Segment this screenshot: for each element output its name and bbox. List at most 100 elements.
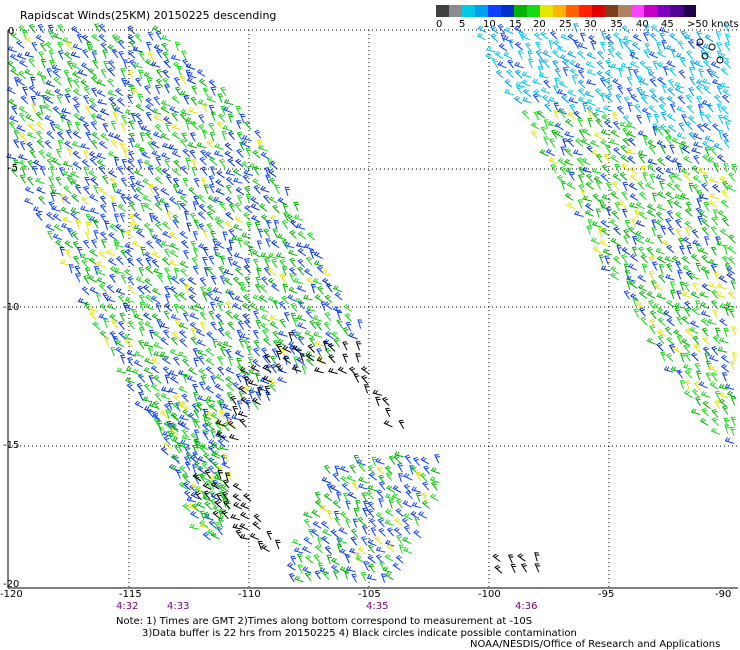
wind-barb bbox=[370, 527, 377, 537]
wind-barb bbox=[336, 319, 343, 329]
wind-barb bbox=[381, 396, 390, 406]
wind-barb bbox=[627, 137, 636, 147]
wind-barb bbox=[199, 277, 207, 287]
wind-barb bbox=[193, 177, 200, 188]
wind-barb bbox=[8, 121, 16, 131]
wind-barb bbox=[174, 86, 182, 96]
wind-barb bbox=[211, 441, 220, 451]
wind-barb bbox=[355, 555, 365, 564]
wind-barb bbox=[339, 548, 349, 557]
wind-barb bbox=[173, 159, 182, 169]
wind-barb bbox=[640, 95, 648, 105]
wind-barb bbox=[646, 113, 652, 123]
wind-barb bbox=[393, 517, 403, 526]
wind-barb bbox=[701, 99, 712, 107]
wind-barb bbox=[655, 219, 665, 228]
wind-barb bbox=[709, 176, 719, 183]
wind-barb bbox=[62, 36, 72, 44]
wind-barb bbox=[72, 43, 83, 50]
wind-barb bbox=[144, 405, 154, 413]
wind-barb bbox=[82, 185, 90, 195]
wind-barb bbox=[208, 255, 215, 265]
wind-barb bbox=[413, 529, 422, 539]
wind-barb bbox=[243, 212, 251, 222]
wind-barb bbox=[40, 75, 47, 85]
wind-barb bbox=[85, 221, 91, 232]
wind-barb bbox=[124, 242, 134, 250]
wind-barb bbox=[577, 79, 586, 89]
wind-barb bbox=[530, 121, 540, 130]
wind-barb bbox=[290, 302, 298, 312]
wind-barb bbox=[210, 499, 217, 509]
wind-barb bbox=[27, 122, 36, 132]
wind-barb bbox=[243, 186, 251, 196]
wind-barb bbox=[635, 219, 645, 227]
wind-barb bbox=[144, 131, 153, 141]
wind-barb bbox=[212, 238, 218, 248]
wind-barb bbox=[60, 206, 70, 214]
wind-barb bbox=[395, 554, 404, 564]
wind-barb bbox=[629, 51, 639, 60]
wind-barb bbox=[216, 355, 224, 366]
wind-barb bbox=[562, 138, 568, 148]
wind-barb bbox=[174, 41, 181, 52]
wind-barb bbox=[329, 484, 340, 492]
wind-barb bbox=[208, 175, 215, 185]
wind-barb bbox=[648, 50, 659, 59]
wind-barb bbox=[62, 195, 71, 205]
wind-barb bbox=[623, 228, 631, 238]
wind-barb bbox=[65, 129, 72, 139]
wind-barb bbox=[65, 41, 74, 51]
wind-barb bbox=[325, 330, 334, 340]
wind-barb bbox=[173, 303, 180, 314]
wind-barb bbox=[666, 263, 673, 273]
wind-barb bbox=[162, 51, 170, 61]
wind-barb bbox=[288, 573, 295, 583]
wind-barb bbox=[303, 518, 311, 528]
wind-barb bbox=[125, 366, 136, 373]
wind-barb bbox=[514, 41, 523, 51]
wind-barb bbox=[708, 199, 718, 208]
wind-barb bbox=[60, 259, 70, 266]
wind-barb bbox=[90, 121, 98, 131]
wind-barb bbox=[656, 203, 666, 211]
wind-barb bbox=[133, 359, 143, 368]
wind-barb bbox=[392, 562, 401, 571]
wind-barb bbox=[586, 68, 597, 76]
wind-barb bbox=[549, 138, 556, 148]
wind-barb bbox=[206, 139, 215, 149]
wind-barb bbox=[385, 471, 393, 482]
wind-barb bbox=[524, 42, 532, 52]
wind-barb bbox=[730, 416, 737, 426]
wind-barb bbox=[126, 382, 135, 392]
wind-barb bbox=[214, 143, 224, 150]
wind-barb bbox=[197, 211, 206, 220]
wind-barb bbox=[172, 184, 179, 194]
wind-barb bbox=[216, 526, 223, 536]
wind-barb bbox=[691, 165, 700, 175]
wind-barb bbox=[601, 193, 611, 201]
wind-barb bbox=[235, 120, 242, 130]
wind-barb bbox=[245, 221, 252, 232]
wind-barb bbox=[538, 72, 549, 79]
wind-barb bbox=[598, 254, 605, 264]
wind-barb bbox=[284, 241, 295, 249]
wind-barb bbox=[172, 394, 181, 403]
wind-barb bbox=[637, 150, 648, 157]
wind-barb bbox=[695, 262, 702, 273]
wind-barb bbox=[724, 121, 731, 131]
legend-label: 45 bbox=[661, 19, 674, 30]
wind-barb bbox=[289, 219, 298, 229]
wind-barb bbox=[492, 553, 501, 563]
wind-barb bbox=[538, 59, 545, 69]
wind-barb bbox=[228, 433, 239, 441]
wind-barb bbox=[310, 284, 317, 294]
wind-barb bbox=[693, 155, 700, 165]
wind-barb bbox=[146, 408, 154, 418]
wind-barb bbox=[256, 267, 262, 278]
wind-barb bbox=[144, 321, 154, 329]
wind-barb bbox=[415, 471, 422, 482]
wind-barb bbox=[253, 513, 262, 523]
wind-barb bbox=[515, 81, 526, 88]
wind-barb bbox=[70, 193, 80, 203]
